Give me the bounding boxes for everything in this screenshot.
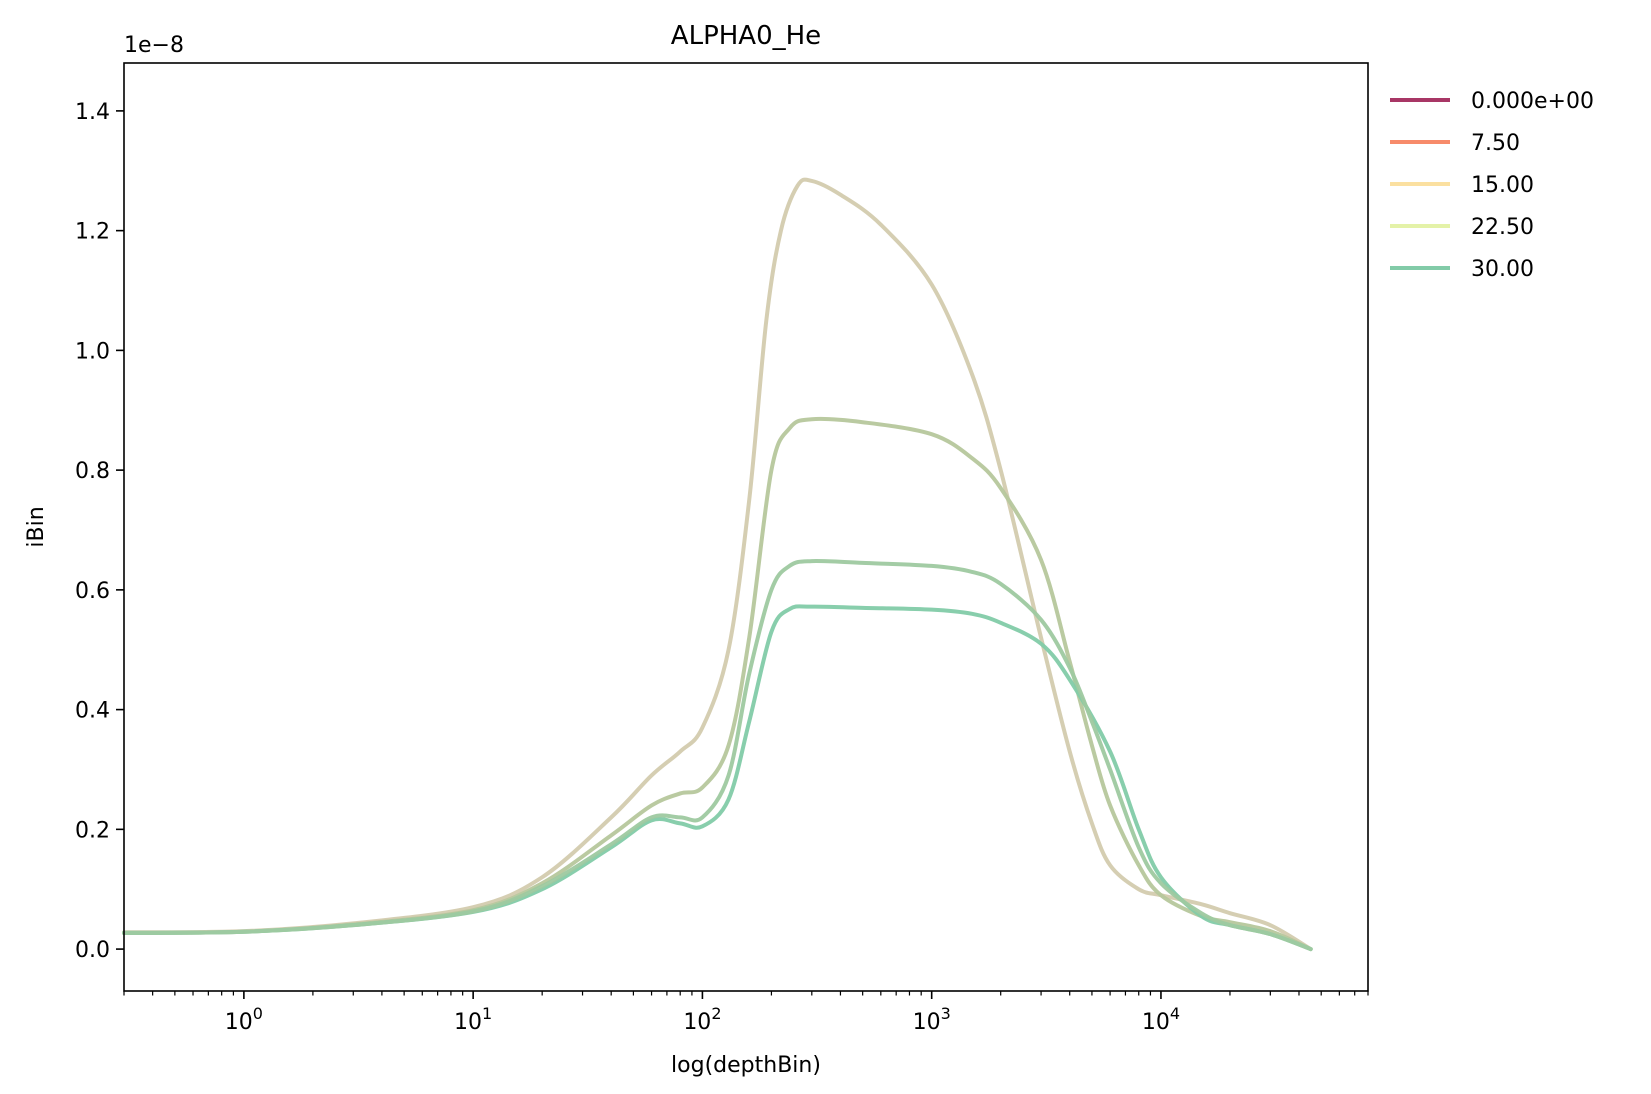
legend: 0.000e+00 7.50 15.00 22.50 30.00	[1390, 89, 1594, 282]
y-tick-label: 1.0	[75, 339, 110, 364]
x-tick-label: 101	[454, 1004, 492, 1035]
x-tick-label: 104	[1142, 1004, 1180, 1035]
y-tick-label: 0.2	[75, 818, 110, 843]
y-tick-label: 0.6	[75, 579, 110, 604]
legend-label: 15.00	[1471, 173, 1534, 198]
y-tick-label: 0.4	[75, 699, 110, 724]
y-tick-label: 0.8	[75, 459, 110, 484]
x-tick-label: 103	[913, 1004, 951, 1035]
legend-label: 30.00	[1471, 257, 1534, 282]
y-axis: 0.0 0.2 0.4 0.6 0.8 1.0 1.2 1.4	[75, 100, 124, 963]
x-tick-label: 102	[683, 1004, 721, 1035]
x-axis-label: log(depthBin)	[671, 1053, 821, 1078]
y-tick-label: 1.4	[75, 100, 110, 125]
legend-label: 7.50	[1471, 131, 1520, 156]
series-line-30-00	[122, 604, 1313, 952]
y-tick-label: 0.0	[75, 938, 110, 963]
plot-frame	[123, 62, 1369, 992]
series-layer	[122, 177, 1313, 952]
x-tick-label: 100	[225, 1004, 263, 1035]
series-line-15-00	[122, 177, 1313, 952]
legend-label: 0.000e+00	[1471, 89, 1594, 114]
legend-label: 22.50	[1471, 215, 1534, 240]
chart-title: ALPHA0_He	[671, 21, 821, 51]
series-line-unlabeled	[122, 559, 1313, 952]
x-axis: 100 101 102 103 104	[123, 991, 1369, 1035]
series-line-22-50	[122, 416, 1313, 952]
y-tick-label: 1.2	[75, 220, 110, 245]
y-axis-label: iBin	[24, 506, 49, 547]
y-axis-offset-text: 1e−8	[124, 33, 184, 58]
